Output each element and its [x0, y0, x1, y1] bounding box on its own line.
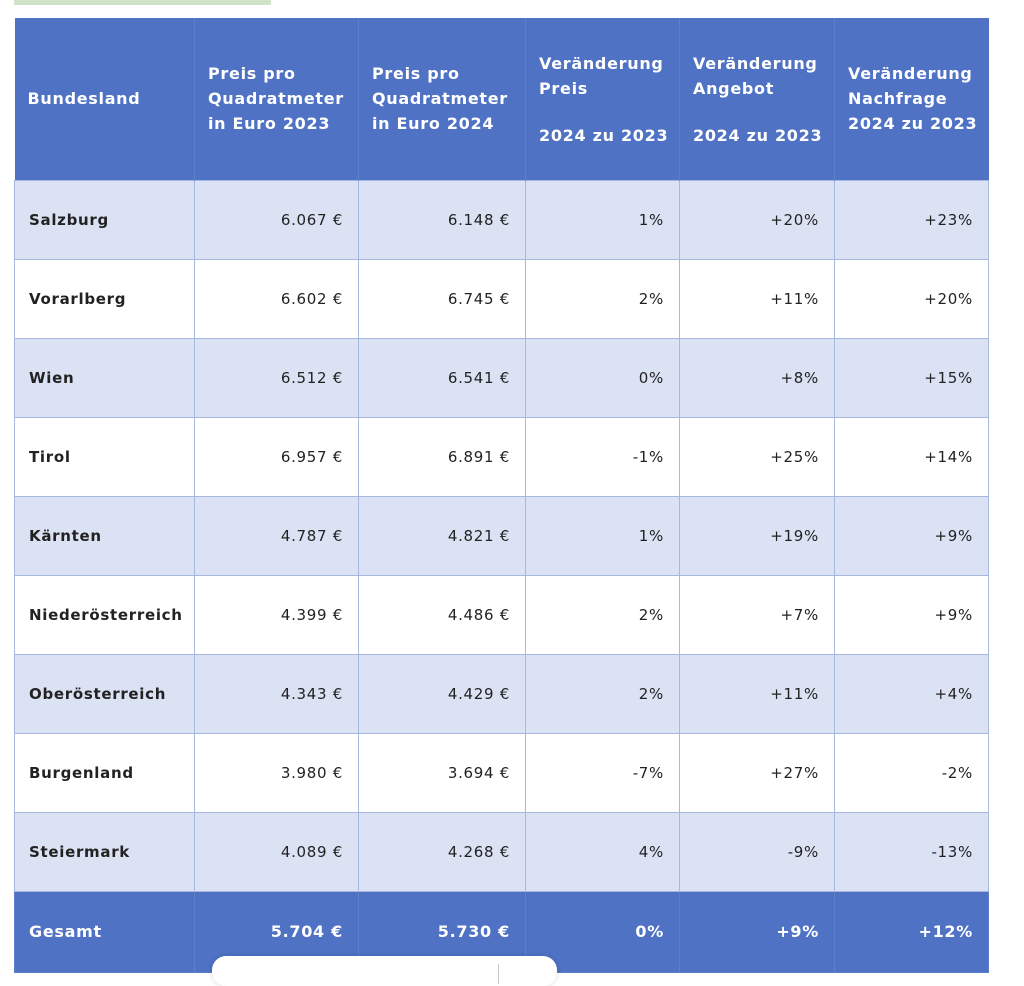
- cell-bundesland: Vorarlberg: [14, 258, 195, 339]
- cell-bundesland: Wien: [14, 337, 195, 418]
- table-row: Niederösterreich 4.399 € 4.486 € 2% +7% …: [14, 574, 989, 655]
- cell-veraenderung-nachfrage: -2%: [834, 732, 989, 813]
- cell-veraenderung-nachfrage: +9%: [834, 495, 989, 576]
- cell-preis-2023: 4.343 €: [194, 653, 359, 734]
- cell-veraenderung-preis: 2%: [525, 258, 680, 339]
- cell-veraenderung-preis: -1%: [525, 416, 680, 497]
- cell-preis-2024: 6.891 €: [358, 416, 526, 497]
- header-veraenderung-angebot: Veränderung Angebot 2024 zu 2023: [679, 18, 835, 180]
- table-header-row: Bundesland Preis pro Quadratmeter in Eur…: [14, 18, 989, 180]
- cell-preis-2023: 6.067 €: [194, 179, 359, 260]
- cell-preis-2024: 4.268 €: [358, 811, 526, 892]
- cell-veraenderung-preis: 2%: [525, 653, 680, 734]
- table-row: Vorarlberg 6.602 € 6.745 € 2% +11% +20%: [14, 258, 989, 339]
- cell-preis-2024: 4.821 €: [358, 495, 526, 576]
- cell-veraenderung-nachfrage: -13%: [834, 811, 989, 892]
- total-label: Gesamt: [14, 890, 195, 973]
- cell-preis-2024: 3.694 €: [358, 732, 526, 813]
- cell-veraenderung-nachfrage: +9%: [834, 574, 989, 655]
- cell-preis-2024: 4.429 €: [358, 653, 526, 734]
- cell-bundesland: Oberösterreich: [14, 653, 195, 734]
- cell-veraenderung-nachfrage: +15%: [834, 337, 989, 418]
- header-bundesland: Bundesland: [14, 18, 195, 180]
- top-tab-strip: [14, 0, 271, 5]
- cell-preis-2023: 6.957 €: [194, 416, 359, 497]
- cell-bundesland: Salzburg: [14, 179, 195, 260]
- cell-preis-2023: 4.399 €: [194, 574, 359, 655]
- cell-bundesland: Burgenland: [14, 732, 195, 813]
- cell-preis-2023: 4.787 €: [194, 495, 359, 576]
- table-row: Salzburg 6.067 € 6.148 € 1% +20% +23%: [14, 179, 989, 260]
- cell-bundesland: Steiermark: [14, 811, 195, 892]
- price-table: Bundesland Preis pro Quadratmeter in Eur…: [14, 18, 989, 973]
- cell-veraenderung-angebot: +8%: [679, 337, 835, 418]
- cell-preis-2023: 3.980 €: [194, 732, 359, 813]
- header-veraenderung-nachfrage: Veränderung Nachfrage 2024 zu 2023: [834, 18, 989, 180]
- total-veraenderung-nachfrage: +12%: [834, 890, 989, 973]
- table-row: Wien 6.512 € 6.541 € 0% +8% +15%: [14, 337, 989, 418]
- cell-veraenderung-angebot: +20%: [679, 179, 835, 260]
- header-veraenderung-preis: Veränderung Preis 2024 zu 2023: [525, 18, 680, 180]
- header-preis-2024: Preis pro Quadratmeter in Euro 2024: [358, 18, 526, 180]
- cell-preis-2023: 6.512 €: [194, 337, 359, 418]
- cell-veraenderung-angebot: +19%: [679, 495, 835, 576]
- cell-veraenderung-nachfrage: +23%: [834, 179, 989, 260]
- cell-veraenderung-angebot: +7%: [679, 574, 835, 655]
- cell-preis-2024: 6.148 €: [358, 179, 526, 260]
- cell-bundesland: Kärnten: [14, 495, 195, 576]
- cell-bundesland: Niederösterreich: [14, 574, 195, 655]
- header-preis-2023: Preis pro Quadratmeter in Euro 2023: [194, 18, 359, 180]
- cell-veraenderung-preis: 1%: [525, 179, 680, 260]
- toolbar-divider: [498, 964, 499, 984]
- table-row: Oberösterreich 4.343 € 4.429 € 2% +11% +…: [14, 653, 989, 734]
- cell-preis-2024: 6.541 €: [358, 337, 526, 418]
- bottom-toolbar-overlay[interactable]: [212, 956, 557, 986]
- table-row: Burgenland 3.980 € 3.694 € -7% +27% -2%: [14, 732, 989, 813]
- cell-veraenderung-angebot: -9%: [679, 811, 835, 892]
- cell-veraenderung-angebot: +11%: [679, 653, 835, 734]
- cell-veraenderung-nachfrage: +20%: [834, 258, 989, 339]
- cell-preis-2023: 6.602 €: [194, 258, 359, 339]
- cell-preis-2024: 4.486 €: [358, 574, 526, 655]
- total-veraenderung-angebot: +9%: [679, 890, 835, 973]
- cell-veraenderung-nachfrage: +4%: [834, 653, 989, 734]
- table-row: Kärnten 4.787 € 4.821 € 1% +19% +9%: [14, 495, 989, 576]
- cell-veraenderung-nachfrage: +14%: [834, 416, 989, 497]
- cell-bundesland: Tirol: [14, 416, 195, 497]
- total-row: Gesamt 5.704 € 5.730 € 0% +9% +12%: [14, 890, 989, 973]
- cell-veraenderung-angebot: +27%: [679, 732, 835, 813]
- table-row: Steiermark 4.089 € 4.268 € 4% -9% -13%: [14, 811, 989, 892]
- cell-veraenderung-preis: 0%: [525, 337, 680, 418]
- cell-veraenderung-preis: 1%: [525, 495, 680, 576]
- cell-veraenderung-angebot: +11%: [679, 258, 835, 339]
- cell-veraenderung-angebot: +25%: [679, 416, 835, 497]
- cell-preis-2023: 4.089 €: [194, 811, 359, 892]
- cell-veraenderung-preis: -7%: [525, 732, 680, 813]
- table-row: Tirol 6.957 € 6.891 € -1% +25% +14%: [14, 416, 989, 497]
- cell-veraenderung-preis: 4%: [525, 811, 680, 892]
- cell-preis-2024: 6.745 €: [358, 258, 526, 339]
- cell-veraenderung-preis: 2%: [525, 574, 680, 655]
